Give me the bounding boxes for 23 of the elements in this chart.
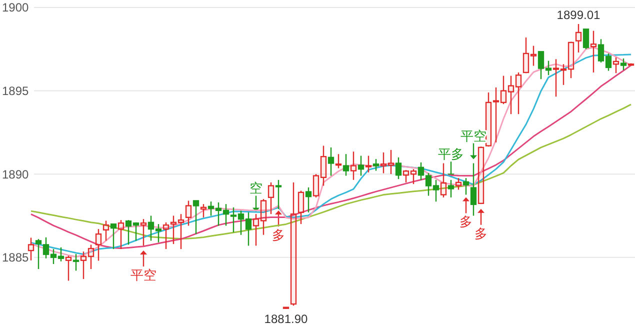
candlestick xyxy=(552,58,560,98)
y-tick-label: 1900 xyxy=(2,0,30,15)
line-series xyxy=(30,104,632,240)
candlestick xyxy=(590,30,597,74)
candlestick xyxy=(65,255,72,282)
candlestick xyxy=(298,190,304,225)
data-label: 空 xyxy=(250,182,262,197)
data-label: 多 xyxy=(272,228,285,244)
candlestick xyxy=(508,75,514,115)
data-label: 多 xyxy=(474,226,488,242)
candlestick xyxy=(470,162,477,216)
y-tick-label: 1890 xyxy=(2,167,30,182)
y-tick-label: 1885 xyxy=(2,250,30,265)
data-label: 平空 xyxy=(130,268,156,284)
candlestick xyxy=(440,162,447,198)
candlestick xyxy=(492,86,500,144)
candlestick xyxy=(328,146,334,176)
candlestick xyxy=(350,150,357,181)
annotation: 1881.90 xyxy=(264,312,308,326)
y-tick-label: 1895 xyxy=(2,84,30,98)
data-label: 平多 xyxy=(438,148,464,163)
annotation: 1899.01 xyxy=(556,8,601,22)
data-label: 多 xyxy=(460,215,472,230)
